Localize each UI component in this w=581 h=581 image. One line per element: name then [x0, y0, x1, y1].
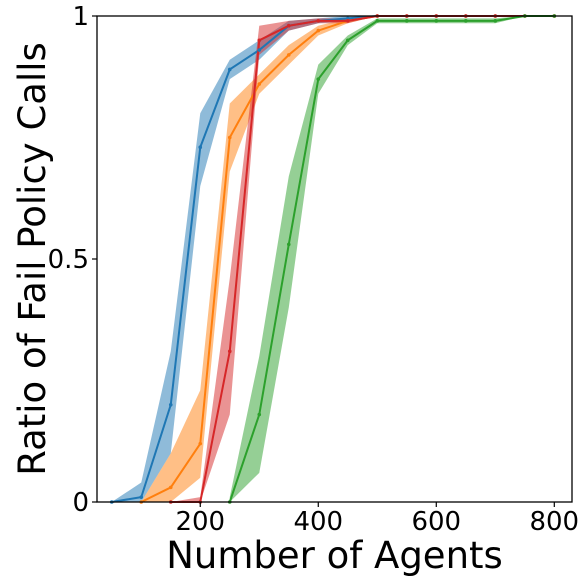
series-1-point — [257, 48, 262, 52]
series-3-point — [316, 19, 321, 23]
series-2-point — [257, 82, 262, 86]
series-4-band — [229, 16, 555, 502]
x-axis-label: Number of Agents — [166, 534, 503, 577]
series-3-point — [345, 19, 350, 23]
series-4-point — [493, 19, 498, 23]
series-2-point — [168, 485, 173, 490]
series-4-point — [375, 19, 380, 23]
series-2-band — [141, 16, 555, 502]
y-tick-label: 1 — [72, 2, 89, 32]
y-axis-label: Ratio of Fail Policy Calls — [11, 42, 54, 476]
series-lines — [111, 15, 555, 503]
series-1-point — [139, 495, 144, 499]
series-1-point — [227, 67, 232, 72]
y-axis-ticks: 00.51 — [48, 2, 97, 518]
series-4-point — [434, 19, 439, 23]
y-tick-label: 0.5 — [48, 245, 89, 275]
series-4-point — [463, 19, 468, 23]
series-4-line — [228, 15, 555, 503]
x-tick-label: 200 — [175, 507, 225, 537]
x-tick-label: 800 — [529, 507, 579, 537]
series-2-point — [227, 135, 232, 140]
y-tick-label: 0 — [72, 488, 89, 518]
series-4-point — [316, 77, 321, 81]
series-points — [109, 14, 557, 504]
series-1-point — [168, 403, 173, 407]
series-3-band — [170, 16, 555, 502]
confidence-bands — [111, 16, 555, 502]
series-4-point — [345, 38, 350, 43]
series-4-point — [286, 242, 291, 247]
series-4-point — [404, 19, 409, 23]
series-2-point — [316, 28, 321, 33]
series-3-point — [227, 349, 232, 354]
x-tick-label: 600 — [411, 507, 461, 537]
x-axis-ticks: 200 400 600 800 — [175, 502, 579, 537]
series-3-point — [257, 38, 262, 43]
series-3-point — [286, 23, 291, 28]
series-2-point — [198, 441, 203, 446]
series-4-point — [257, 412, 262, 417]
series-1-line — [111, 15, 555, 503]
x-tick-label: 400 — [293, 507, 343, 537]
series-1-point — [198, 145, 203, 150]
series-3-line — [170, 15, 555, 503]
series-2-point — [286, 53, 291, 57]
series-1-band — [111, 16, 555, 502]
